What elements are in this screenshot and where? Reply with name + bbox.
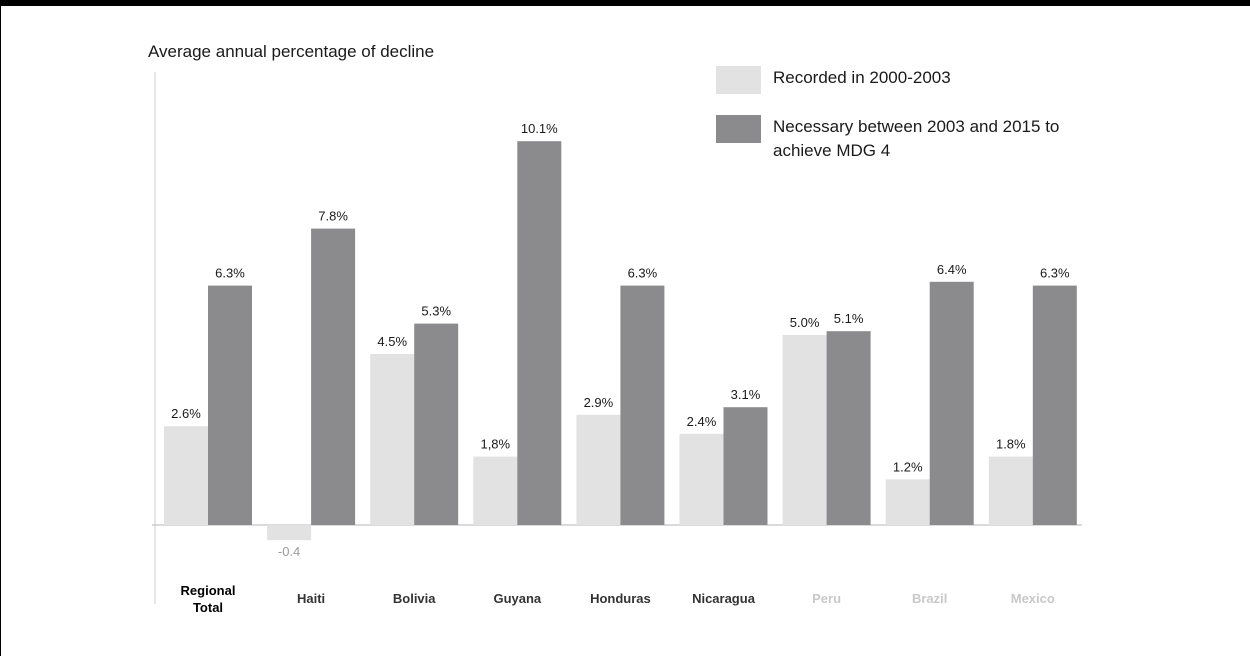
bar-necessary-4 [620,285,665,525]
data-label-recorded-4: 2.9% [584,395,614,410]
category-label-7: Brazil [912,591,947,606]
bar-recorded-1 [267,525,312,541]
data-label-necessary-4: 6.3% [628,266,658,281]
bar-recorded-7 [885,479,930,525]
bar-recorded-8 [988,456,1033,525]
bar-necessary-2 [414,323,459,525]
bar-necessary-0 [208,285,252,525]
bar-recorded-6 [782,335,827,525]
data-label-recorded-7: 1.2% [893,459,923,474]
category-label-6: Peru [812,591,841,606]
y-axis-title: Average annual percentage of decline [148,42,435,61]
data-label-necessary-0: 6.3% [215,266,245,281]
category-label-0-line0: Regional [181,583,236,598]
data-label-recorded-1: -0.4 [278,544,300,559]
category-label-8: Mexico [1011,591,1055,606]
data-label-necessary-5: 3.1% [731,387,761,402]
bar-necessary-3 [517,141,562,525]
legend-item-recorded: Recorded in 2000-2003 [716,66,1073,94]
legend-label-necessary: Necessary between 2003 and 2015 to achie… [773,117,1060,160]
category-label-5: Nicaragua [692,591,756,606]
data-label-recorded-3: 1,8% [480,437,510,452]
data-label-necessary-2: 5.3% [421,304,451,319]
data-label-necessary-1: 7.8% [318,209,348,224]
bar-recorded-0 [164,426,208,525]
bar-necessary-7 [929,281,974,525]
bar-recorded-2 [370,354,415,525]
legend-item-necessary: Necessary between 2003 and 2015 to achie… [716,115,1073,163]
bar-necessary-5 [723,407,768,525]
bar-necessary-6 [826,331,871,525]
legend-swatch-recorded [716,66,761,94]
bar-recorded-4 [576,414,621,525]
legend-label-recorded: Recorded in 2000-2003 [773,68,951,87]
data-label-recorded-2: 4.5% [377,334,407,349]
bar-necessary-8 [1032,285,1077,525]
data-label-recorded-5: 2.4% [687,414,717,429]
category-label-0-line1: Total [193,600,223,615]
data-label-recorded-6: 5.0% [790,315,820,330]
data-label-recorded-8: 1.8% [996,437,1026,452]
bar-recorded-3 [473,456,518,525]
bar-recorded-5 [679,433,724,525]
data-label-necessary-3: 10.1% [521,121,558,136]
legend-swatch-necessary [716,115,761,143]
data-label-necessary-7: 6.4% [937,262,967,277]
bar-necessary-1 [311,228,356,525]
category-label-4: Honduras [590,591,651,606]
data-label-recorded-0: 2.6% [171,406,201,421]
category-label-2: Bolivia [393,591,436,606]
data-label-necessary-6: 5.1% [834,311,864,326]
category-label-3: Guyana [493,591,541,606]
category-label-1: Haiti [297,591,325,606]
data-label-necessary-8: 6.3% [1040,266,1070,281]
